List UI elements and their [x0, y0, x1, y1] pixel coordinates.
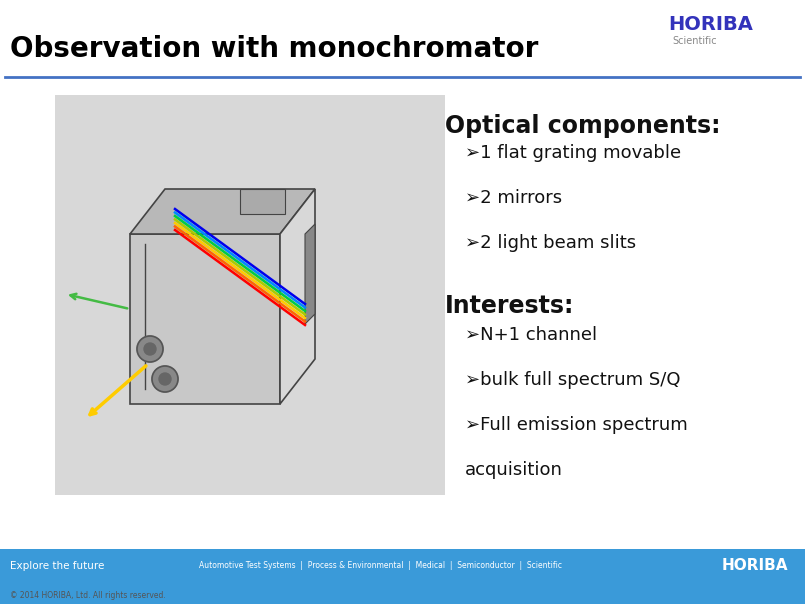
Text: ➢2 mirrors: ➢2 mirrors	[465, 189, 562, 207]
Text: ➢Full emission spectrum: ➢Full emission spectrum	[465, 416, 687, 434]
Text: ➢bulk full spectrum S/Q: ➢bulk full spectrum S/Q	[465, 371, 680, 389]
Text: Interests:: Interests:	[445, 294, 575, 318]
Text: ➢1 flat grating movable: ➢1 flat grating movable	[465, 144, 681, 162]
Text: ➢N+1 channel: ➢N+1 channel	[465, 326, 597, 344]
Text: Scientific: Scientific	[673, 36, 717, 46]
Bar	[55, 95, 445, 495]
Text: Explore the future: Explore the future	[10, 561, 105, 571]
Bar	[240, 189, 285, 214]
Circle shape	[152, 366, 178, 392]
Text: Optical components:: Optical components:	[445, 114, 720, 138]
Polygon shape	[130, 234, 280, 404]
Circle shape	[144, 343, 156, 355]
Text: HORIBA: HORIBA	[722, 559, 788, 574]
Text: ➢2 light beam slits: ➢2 light beam slits	[465, 234, 636, 252]
Polygon shape	[280, 189, 315, 404]
Polygon shape	[305, 224, 315, 324]
Text: Observation with monochromator: Observation with monochromator	[10, 35, 539, 63]
Circle shape	[137, 336, 163, 362]
Bar	[0, 549, 805, 604]
Text: Automotive Test Systems  |  Process & Environmental  |  Medical  |  Semiconducto: Automotive Test Systems | Process & Envi…	[199, 562, 562, 571]
Text: acquisition: acquisition	[465, 461, 563, 479]
Text: HORIBA: HORIBA	[668, 14, 753, 33]
Circle shape	[159, 373, 171, 385]
Text: © 2014 HORIBA, Ltd. All rights reserved.: © 2014 HORIBA, Ltd. All rights reserved.	[10, 591, 166, 600]
Polygon shape	[130, 189, 315, 234]
